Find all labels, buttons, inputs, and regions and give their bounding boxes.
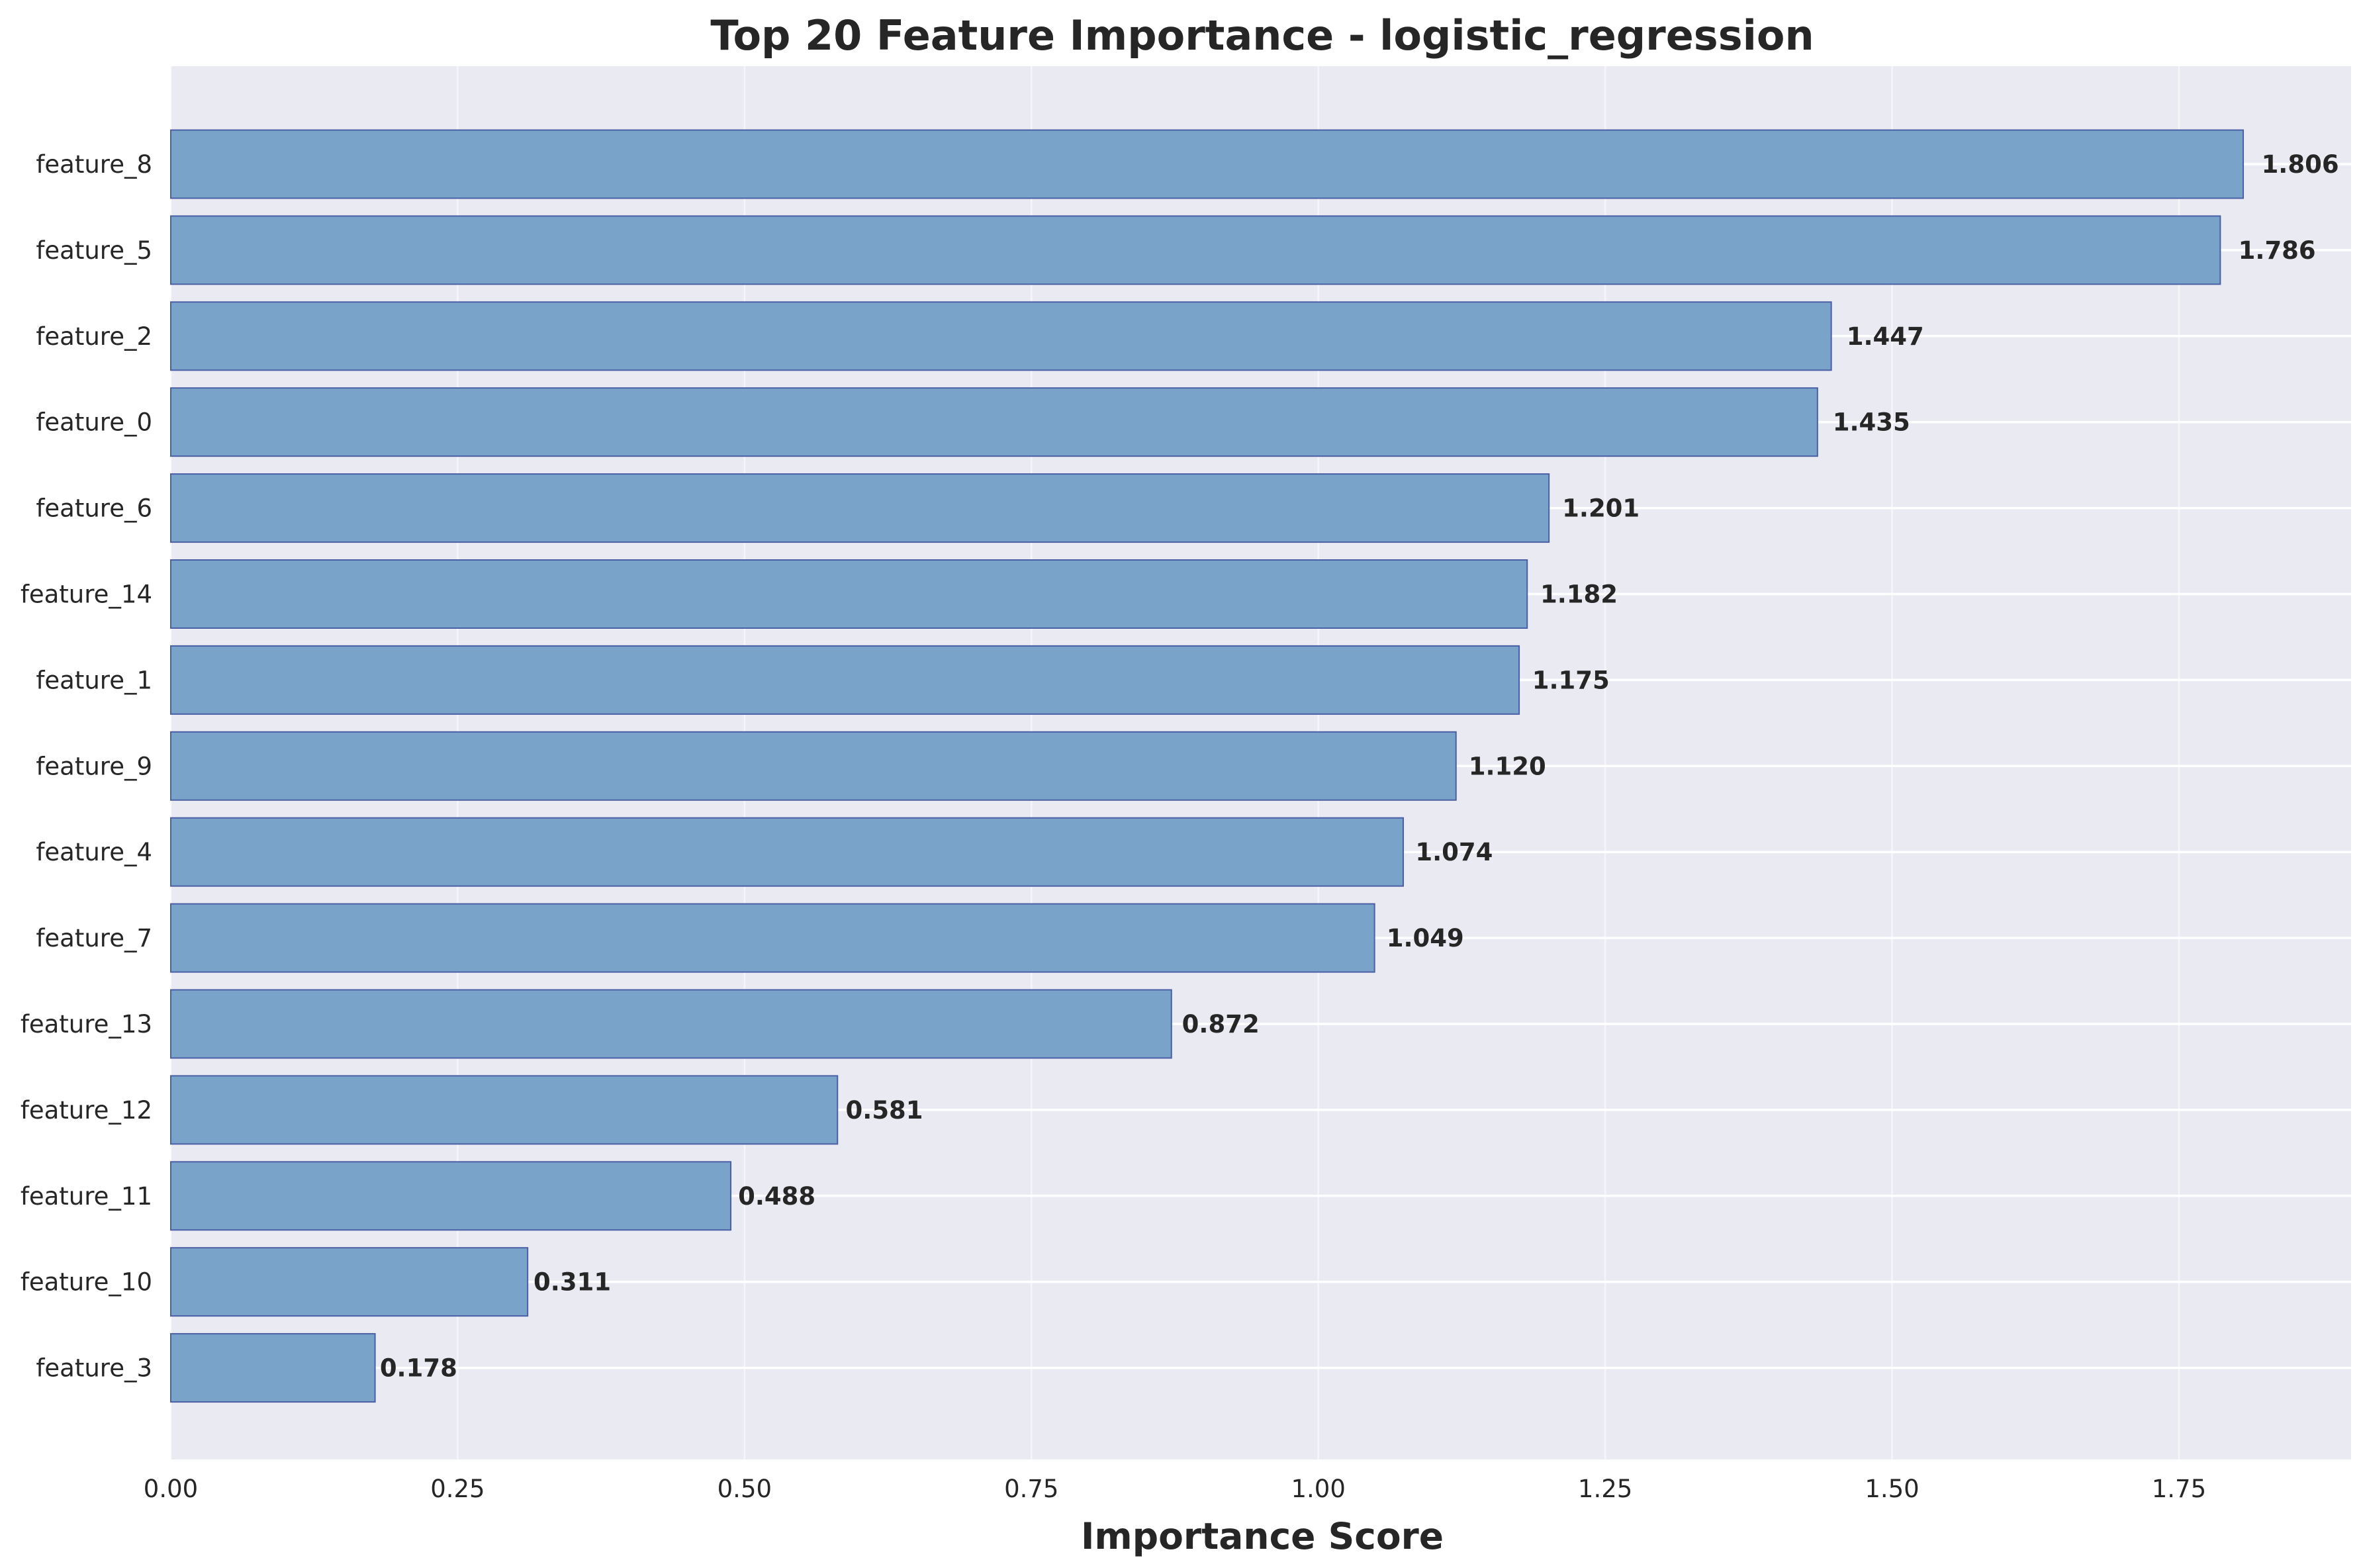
bar-feature_1 [170,645,1520,715]
value-label-feature_0: 1.435 [1833,408,1910,437]
value-label-feature_14: 1.182 [1540,580,1618,609]
y-tick-label-feature_1: feature_1 [36,666,152,694]
value-label-feature_11: 0.488 [738,1182,815,1211]
value-label-feature_8: 1.806 [2262,150,2339,179]
x-tick-label: 0.50 [718,1475,772,1503]
bar-feature_2 [170,301,1832,371]
bar-feature_12 [170,1075,839,1145]
bar-feature_8 [170,129,2245,199]
value-label-feature_6: 1.201 [1562,494,1640,523]
y-tick-label-feature_11: feature_11 [21,1182,152,1211]
value-label-feature_13: 0.872 [1182,1010,1260,1038]
bar-feature_13 [170,989,1172,1059]
y-tick-label-feature_7: feature_7 [36,924,152,952]
y-tick-label-feature_10: feature_10 [21,1268,152,1297]
bar-feature_11 [170,1161,732,1231]
y-tick-label-feature_14: feature_14 [21,580,152,609]
x-tick-label: 1.00 [1291,1475,1345,1503]
bar-feature_4 [170,817,1404,887]
x-tick-label: 0.25 [430,1475,485,1503]
y-tick-label-feature_12: feature_12 [21,1096,152,1125]
x-tick-labels: 0.00 0.25 0.50 0.75 1.00 1.25 1.50 1.75 [144,1475,2206,1503]
value-label-feature_9: 1.120 [1469,752,1546,780]
y-tick-label-feature_2: feature_2 [36,322,152,351]
chart-title: Top 20 Feature Importance - logistic_reg… [710,11,1814,60]
y-tick-label-feature_13: feature_13 [21,1010,152,1038]
value-label-feature_3: 0.178 [380,1354,457,1383]
y-tick-label-feature_9: feature_9 [36,752,152,780]
value-label-feature_1: 1.175 [1532,666,1610,694]
y-tick-label-feature_4: feature_4 [36,838,152,866]
value-label-feature_12: 0.581 [846,1096,923,1125]
value-label-feature_7: 1.049 [1387,924,1464,952]
bars [170,129,2245,1403]
x-tick-label: 1.25 [1578,1475,1632,1503]
x-axis-label: Importance Score [1081,1515,1444,1557]
bar-feature_14 [170,559,1528,629]
y-tick-label-feature_3: feature_3 [36,1354,152,1383]
bar-feature_10 [170,1247,529,1317]
value-label-feature_4: 1.074 [1415,838,1493,866]
value-labels: 1.806 1.786 1.447 1.435 1.201 1.182 1.175 1.120… [380,150,2339,1383]
value-label-feature_10: 0.311 [533,1268,611,1297]
x-tick-label: 0.00 [144,1475,198,1503]
bar-feature_6 [170,473,1550,543]
x-tick-label: 1.50 [1865,1475,1919,1503]
bar-feature_7 [170,903,1375,973]
y-tick-labels: feature_8 feature_5 feature_2 feature_0feat… [21,150,152,1383]
y-tick-label-feature_6: feature_6 [36,494,152,523]
bar-feature_5 [170,215,2221,285]
x-tick-label: 1.75 [2152,1475,2206,1503]
x-tick-label: 0.75 [1004,1475,1058,1503]
value-label-feature_5: 1.786 [2239,236,2316,265]
bar-feature_9 [170,731,1457,801]
value-label-feature_2: 1.447 [1847,322,1924,351]
bar-feature_0 [170,387,1818,457]
y-tick-label-feature_5: feature_5 [36,236,152,265]
y-tick-label-feature_8: feature_8 [36,150,152,179]
y-tick-label-feature_0: feature_0 [36,408,152,437]
bar-feature_3 [170,1333,376,1403]
